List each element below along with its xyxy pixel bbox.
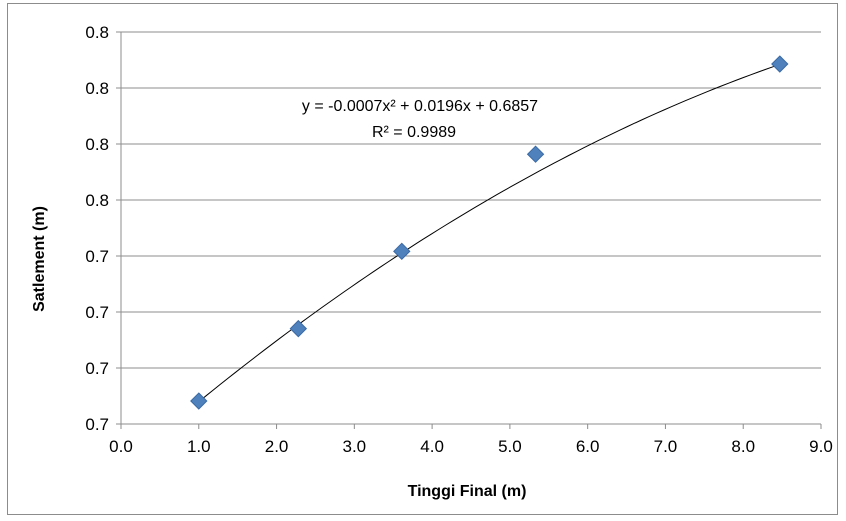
- x-tick-label: 6.0: [576, 437, 600, 456]
- y-tick-label: 0.8: [85, 135, 109, 154]
- x-tick-label: 2.0: [265, 437, 289, 456]
- data-point: [393, 242, 411, 261]
- data-point: [289, 319, 308, 338]
- data-point: [526, 145, 545, 163]
- data-point: [771, 55, 789, 73]
- x-tick-label: 7.0: [654, 437, 678, 456]
- axes: [120, 32, 821, 425]
- x-axis-label: Tinggi Final (m): [408, 483, 527, 500]
- data-points: [190, 55, 789, 410]
- x-tick-label: 4.0: [420, 437, 444, 456]
- y-tick-label: 0.8: [85, 191, 109, 210]
- x-tick-label: 1.0: [187, 437, 211, 456]
- x-tick-label: 8.0: [731, 437, 755, 456]
- x-tick-label: 9.0: [809, 437, 833, 456]
- y-tick-labels: 0.7 0.7 0.7 0.7 0.8 0.8 0.8 0.8: [85, 23, 109, 434]
- y-tick-label: 0.8: [85, 79, 109, 98]
- x-tick-label: 5.0: [498, 437, 522, 456]
- x-tick-labels: 0.0 1.0 2.0 3.0 4.0 5.0 6.0 7.0 8.0 9.0: [109, 437, 833, 456]
- x-tick-label: 3.0: [343, 437, 367, 456]
- gridlines: [116, 31, 822, 429]
- y-axis-label: Satlement (m): [31, 206, 48, 312]
- y-tick-label: 0.7: [85, 415, 109, 434]
- data-point: [190, 392, 208, 410]
- x-tick-label: 0.0: [109, 437, 133, 456]
- trendline-equation: y = -0.0007x² + 0.0196x + 0.6857: [302, 98, 538, 115]
- y-tick-label: 0.7: [85, 247, 109, 266]
- trendline-r-squared: R² = 0.9989: [372, 124, 456, 141]
- y-tick-label: 0.7: [85, 303, 109, 322]
- y-tick-label: 0.8: [85, 23, 109, 42]
- y-tick-label: 0.7: [85, 359, 109, 378]
